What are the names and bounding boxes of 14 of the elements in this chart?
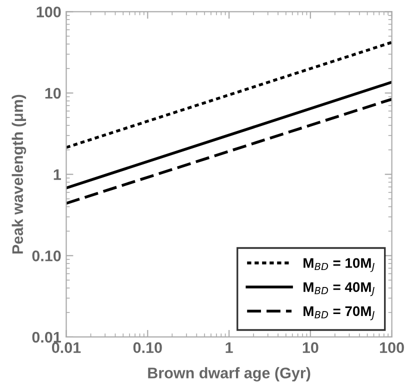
legend-label: M$_{BD}$ = 70M$_{J}$ xyxy=(304,306,374,320)
y-axis-title: Peak wavelength (μm) xyxy=(12,94,26,254)
legend-label: M$_{BD}$ = 10M$_{J}$ xyxy=(304,258,374,272)
x-tick-label: 0.10 xyxy=(133,342,162,354)
x-tick-label: 1 xyxy=(226,342,233,353)
y-tick-label: 0.10 xyxy=(32,250,61,262)
x-axis-title: Brown dwarf age (Gyr) xyxy=(148,367,310,382)
x-tick-label: 10 xyxy=(302,342,318,354)
y-tick-label: 1 xyxy=(54,169,61,180)
y-tick-label: 10 xyxy=(45,88,61,99)
y-tick-label: 0.01 xyxy=(32,332,61,343)
x-tick-label: 100 xyxy=(380,342,404,354)
legend-label: M$_{BD}$ = 40M$_{J}$ xyxy=(304,282,374,296)
y-tick-label: 100 xyxy=(36,6,61,18)
